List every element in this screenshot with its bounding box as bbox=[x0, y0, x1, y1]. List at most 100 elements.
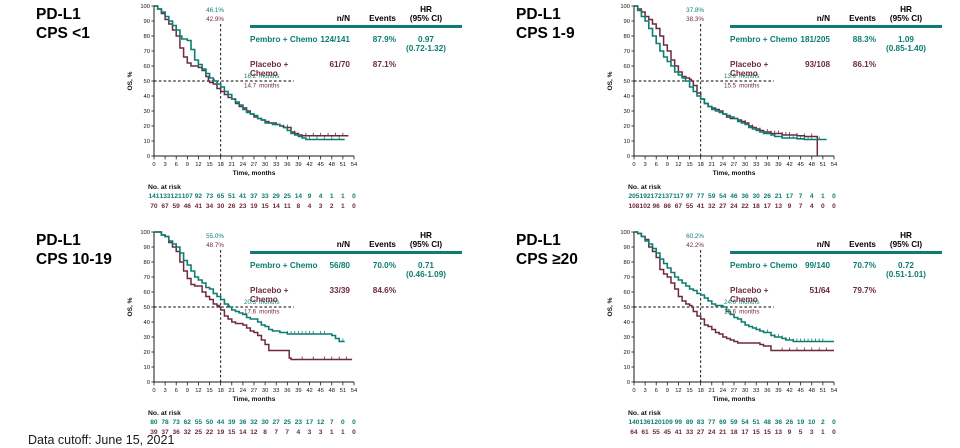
svg-text:3: 3 bbox=[643, 388, 646, 394]
table-row-placebo: Placebo + Chemo 93/108 86.1% bbox=[730, 60, 942, 78]
censor-ticks-pembro bbox=[755, 326, 824, 342]
at-risk-value: 0 bbox=[352, 193, 356, 200]
pembro-events: 70.0% bbox=[372, 260, 396, 270]
at-risk-value: 4 bbox=[809, 193, 814, 200]
at-risk-value: 3 bbox=[318, 202, 323, 210]
arm-label-placebo: Placebo + Chemo bbox=[250, 59, 289, 78]
svg-text:6: 6 bbox=[175, 388, 178, 394]
at-risk-value: 41 bbox=[696, 202, 705, 210]
at-risk-value: 107 bbox=[181, 193, 193, 200]
svg-text:3: 3 bbox=[163, 162, 166, 168]
at-risk-value: 17 bbox=[305, 419, 314, 426]
at-risk-value: 86 bbox=[663, 202, 671, 210]
svg-text:80: 80 bbox=[624, 260, 630, 266]
at-risk-value: 2 bbox=[329, 202, 334, 210]
svg-text:0: 0 bbox=[147, 380, 150, 386]
at-risk-value: 97 bbox=[685, 193, 694, 200]
at-risk-value: 67 bbox=[161, 202, 169, 210]
svg-text:0: 0 bbox=[627, 154, 630, 160]
placebo-events: 87.1% bbox=[372, 59, 396, 69]
censor-ticks-placebo bbox=[283, 124, 344, 137]
svg-text:30: 30 bbox=[624, 109, 630, 115]
svg-text:10: 10 bbox=[624, 365, 630, 371]
svg-text:80: 80 bbox=[144, 34, 150, 40]
at-risk-value: 141 bbox=[148, 193, 160, 200]
at-risk-value: 30 bbox=[216, 202, 225, 210]
at-risk-value: 13 bbox=[774, 202, 783, 210]
placebo-n-of-N: 51/64 bbox=[809, 285, 831, 295]
arm-label-pembro: Pembro + Chemo bbox=[250, 260, 318, 270]
svg-text:54: 54 bbox=[831, 162, 838, 168]
landmark-pct-placebo: 38.3% bbox=[686, 16, 704, 23]
at-risk-value: 34 bbox=[205, 202, 214, 210]
svg-text:39: 39 bbox=[295, 162, 301, 168]
at-risk-value: 96 bbox=[652, 202, 660, 210]
panel-title-line1: PD-L1 bbox=[36, 6, 81, 23]
svg-text:30: 30 bbox=[742, 388, 748, 394]
censor-ticks-placebo bbox=[744, 120, 813, 137]
at-risk-value: 3 bbox=[307, 428, 312, 436]
at-risk-value: 33 bbox=[685, 428, 694, 436]
pembro-events: 88.3% bbox=[852, 34, 876, 44]
pembro-events: 87.9% bbox=[372, 34, 396, 44]
at-risk-value: 3 bbox=[318, 428, 323, 436]
at-risk-value: 172 bbox=[650, 193, 662, 200]
at-risk-value: 0 bbox=[832, 193, 836, 200]
at-risk-value: 18 bbox=[730, 428, 738, 436]
at-risk-value: 102 bbox=[639, 202, 651, 210]
header-hr-95ci: HR (95% CI) bbox=[889, 231, 923, 249]
at-risk-value: 37 bbox=[250, 193, 258, 200]
at-risk-value: 54 bbox=[719, 193, 727, 200]
median-pembro: 16.2 months bbox=[244, 73, 279, 80]
svg-text:12: 12 bbox=[675, 162, 681, 168]
placebo-events: 79.7% bbox=[852, 285, 876, 295]
at-risk-value: 117 bbox=[673, 193, 684, 200]
no-at-risk-block: No. at risk 80 78 73 62 55 50 44 39 36 32 30 27 25 23… bbox=[118, 410, 418, 437]
at-risk-row-placebo: 108102 96 86 67 55 41 32 27 24 22 18 17 13 9 7 4 0 0 bbox=[598, 202, 898, 212]
at-risk-value: 15 bbox=[261, 202, 269, 210]
panel-title-line2: CPS 10-19 bbox=[36, 250, 112, 268]
at-risk-value: 55 bbox=[194, 419, 203, 426]
panel-title: PD-L1 CPS ≥20 bbox=[516, 232, 578, 270]
results-table: n/N Events HR (95% CI) Pembro + Chemo 18… bbox=[730, 5, 942, 78]
at-risk-value: 64 bbox=[630, 428, 638, 436]
landmark-pct-placebo: 48.7% bbox=[206, 242, 224, 249]
svg-text:21: 21 bbox=[229, 162, 235, 168]
at-risk-value: 25 bbox=[283, 193, 291, 200]
header-hr-95ci: HR (95% CI) bbox=[409, 5, 443, 23]
placebo-n-of-N: 93/108 bbox=[804, 59, 830, 69]
svg-text:0: 0 bbox=[632, 162, 635, 168]
at-risk-value: 21 bbox=[774, 193, 783, 200]
header-events: Events bbox=[369, 14, 396, 23]
table-row-pembro: Pembro + Chemo 181/205 88.3% 1.09 (0.85-… bbox=[730, 35, 942, 53]
at-risk-value: 22 bbox=[741, 202, 749, 210]
table-row-placebo: Placebo + Chemo 33/39 84.6% bbox=[250, 286, 462, 304]
results-table-header: n/N Events HR (95% CI) bbox=[730, 5, 942, 23]
svg-text:30: 30 bbox=[262, 162, 268, 168]
at-risk-value: 4 bbox=[318, 193, 323, 200]
at-risk-value: 10 bbox=[808, 419, 816, 426]
panel-title-line2: CPS <1 bbox=[36, 24, 90, 42]
at-risk-value: 33 bbox=[261, 193, 269, 200]
svg-text:51: 51 bbox=[820, 388, 826, 394]
at-risk-value: 8 bbox=[296, 202, 301, 210]
svg-text:60: 60 bbox=[144, 290, 150, 296]
landmark-pct-pembro: 46.1% bbox=[206, 7, 224, 14]
at-risk-value: 65 bbox=[216, 193, 225, 200]
svg-text:33: 33 bbox=[273, 162, 279, 168]
at-risk-value: 51 bbox=[228, 193, 236, 200]
at-risk-value: 12 bbox=[250, 428, 258, 436]
at-risk-value: 15 bbox=[763, 428, 771, 436]
header-events: Events bbox=[849, 14, 876, 23]
header-hr-95ci: HR (95% CI) bbox=[889, 5, 923, 23]
no-at-risk-label: No. at risk bbox=[148, 410, 181, 417]
at-risk-value: 41 bbox=[674, 428, 683, 436]
at-risk-value: 36 bbox=[741, 193, 749, 200]
km-panel-2: PD-L1 CPS 1-9 0 10 20 30 40 50 60 70 80 90 100 0 3 6 9… bbox=[480, 0, 960, 222]
svg-text:39: 39 bbox=[295, 388, 301, 394]
x-axis-title: Time, months bbox=[713, 170, 756, 177]
km-curve-pembro bbox=[634, 5, 827, 141]
at-risk-value: 12 bbox=[316, 419, 325, 426]
